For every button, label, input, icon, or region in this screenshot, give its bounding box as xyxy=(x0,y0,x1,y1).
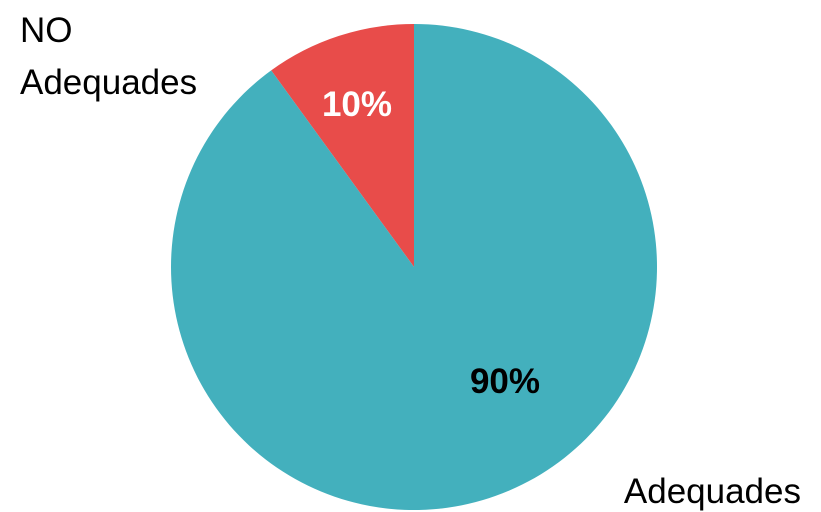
category-label-no-adequades: NO Adequades xyxy=(20,11,197,102)
pie-slices xyxy=(171,24,658,510)
percent-label-no-adequades: 10% xyxy=(322,85,392,124)
percent-label-adequades: 90% xyxy=(470,362,540,401)
category-label-adequades: Adequades xyxy=(624,472,801,511)
percent-labels: 10% 90% xyxy=(322,85,540,401)
category-labels: NO Adequades Adequades xyxy=(20,11,801,511)
pie-slice-adequades xyxy=(171,24,658,510)
category-label-no-adequades-line-2: Adequades xyxy=(20,63,197,102)
category-label-no-adequades-line-1: NO xyxy=(20,11,73,50)
pie-slice-no-adequades xyxy=(271,24,414,267)
